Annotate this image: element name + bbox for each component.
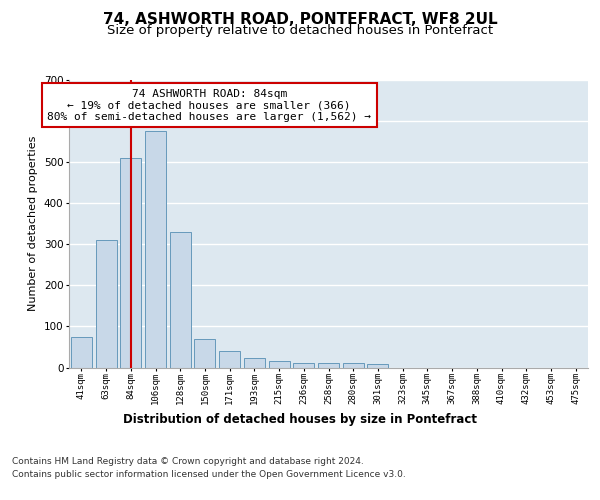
Bar	[95, 240, 116, 368]
Text: 74 ASHWORTH ROAD: 84sqm
← 19% of detached houses are smaller (366)
80% of semi-d: 74 ASHWORTH ROAD: 84sqm ← 19% of detache…	[47, 88, 371, 122]
Bar	[269, 362, 290, 368]
Text: Size of property relative to detached houses in Pontefract: Size of property relative to detached ho…	[107, 24, 493, 37]
Bar	[194, 339, 215, 368]
Y-axis label: Number of detached properties: Number of detached properties	[28, 136, 38, 312]
Bar	[244, 358, 265, 368]
Bar	[343, 364, 364, 368]
Bar	[219, 351, 240, 368]
Bar	[120, 158, 141, 368]
Text: Contains HM Land Registry data © Crown copyright and database right 2024.
Contai: Contains HM Land Registry data © Crown c…	[12, 458, 406, 479]
Text: Distribution of detached houses by size in Pontefract: Distribution of detached houses by size …	[123, 412, 477, 426]
Bar	[71, 336, 92, 368]
Bar	[145, 132, 166, 368]
Bar	[170, 232, 191, 368]
Bar	[318, 364, 339, 368]
Bar	[367, 364, 388, 368]
Text: 74, ASHWORTH ROAD, PONTEFRACT, WF8 2UL: 74, ASHWORTH ROAD, PONTEFRACT, WF8 2UL	[103, 12, 497, 28]
Bar	[293, 364, 314, 368]
